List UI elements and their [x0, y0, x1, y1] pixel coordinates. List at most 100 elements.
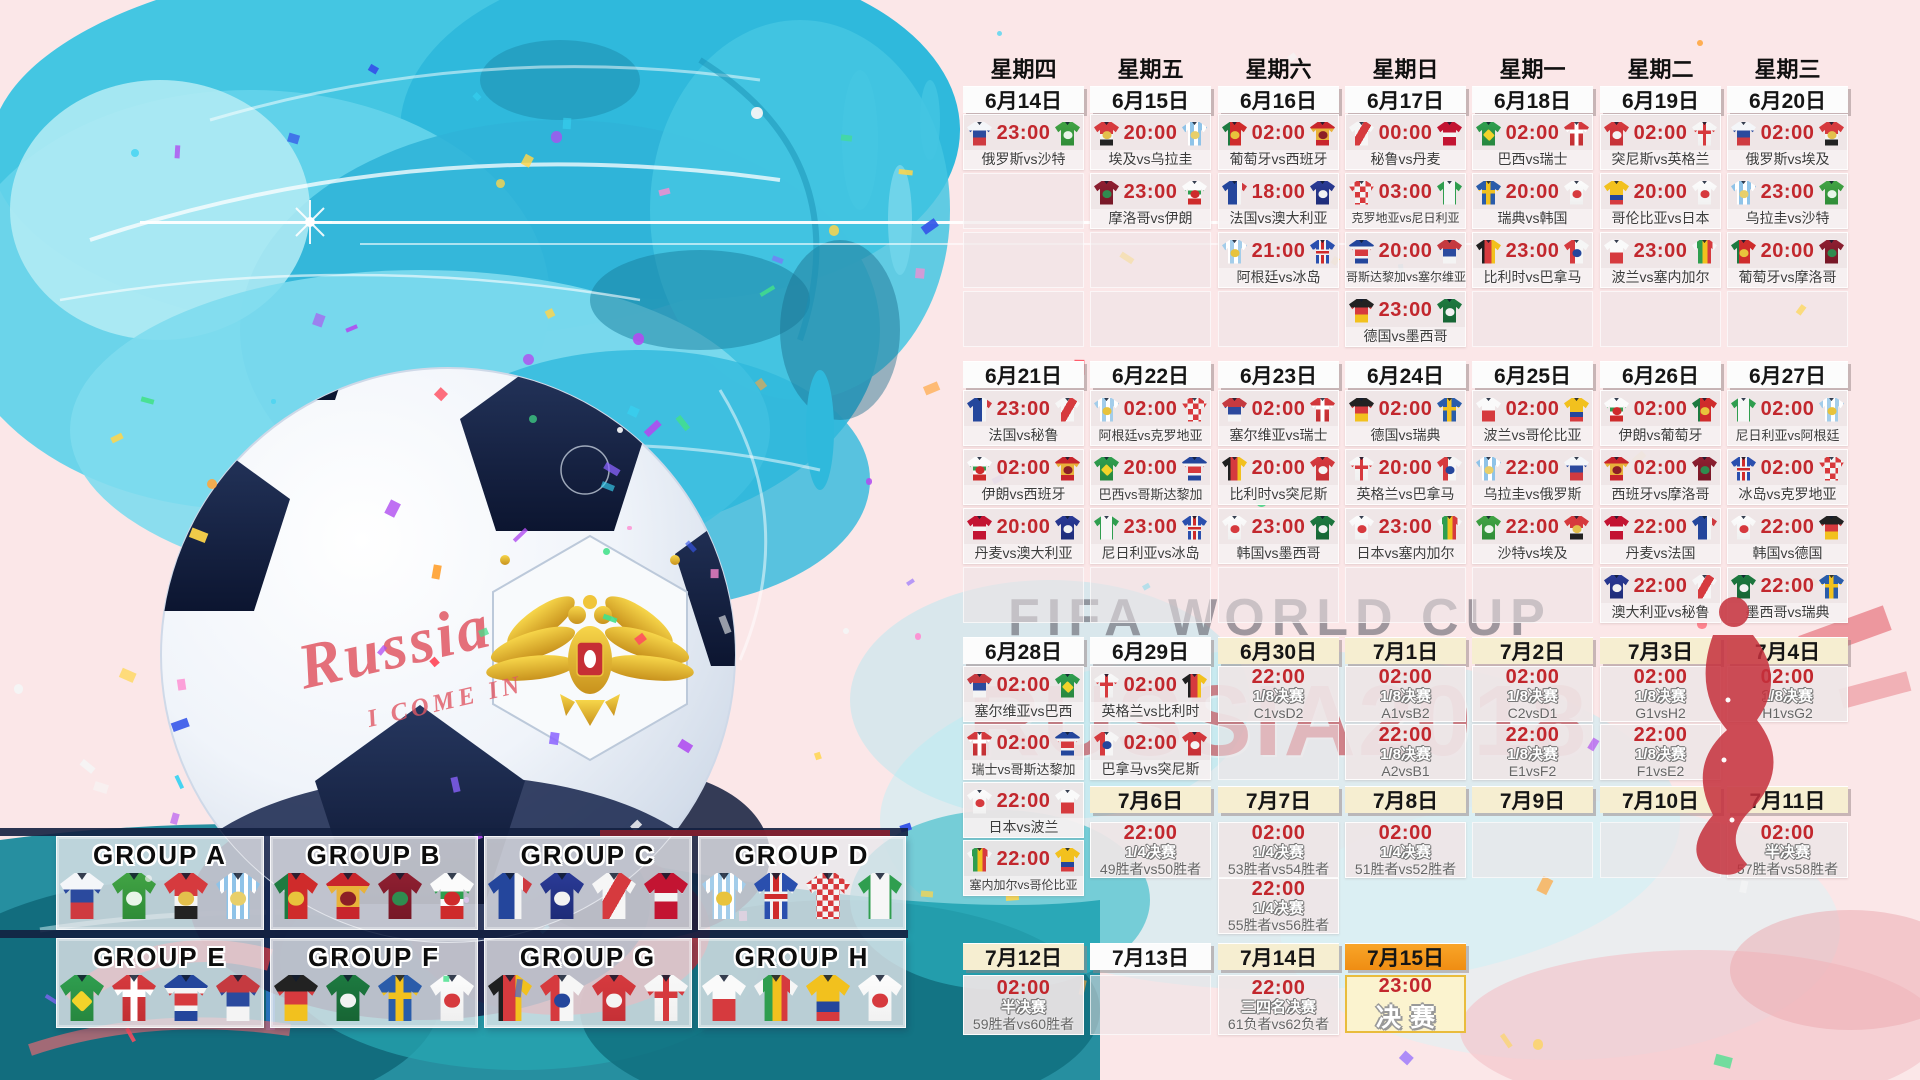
jersey-badge-icon — [340, 891, 356, 907]
jersey-collar-icon — [447, 975, 457, 982]
jersey-badge-icon — [1102, 190, 1111, 198]
knockout-time: 02:00 — [1760, 821, 1815, 844]
jersey-collar-icon — [1231, 397, 1238, 402]
group-strip-decoration — [0, 828, 908, 836]
jersey-badge-icon — [1572, 525, 1581, 533]
match-teams-label: 葡萄牙vs摩洛哥 — [1728, 268, 1847, 287]
jersey-collar-icon — [1613, 397, 1620, 402]
match-time: 02:00 — [1633, 457, 1688, 479]
jersey-collar-icon — [129, 975, 139, 982]
match-teams-label: 比利时vs突尼斯 — [1219, 485, 1338, 504]
knockout-pair-label: G1vsH2 — [1635, 704, 1686, 721]
date-cell: 7月2日 — [1472, 637, 1593, 664]
team-jersey-icon-france — [488, 873, 532, 919]
knockout-pair-label: 51胜者vs52胜者 — [1354, 860, 1457, 877]
jersey-badge-icon — [1190, 190, 1199, 198]
match-cell-top: 22:00 — [1601, 568, 1720, 603]
team-jersey-icon-denmark — [644, 873, 688, 919]
jersey-collar-icon — [1573, 515, 1580, 520]
weekday-label: 星期一 — [1499, 57, 1566, 82]
jersey-collar-icon — [1191, 515, 1198, 520]
match-teams-label: 法国vs秘鲁 — [964, 426, 1083, 445]
knockout-cell: 22:00 1/8决赛 E1vsF2 — [1472, 724, 1593, 780]
jersey-collar-icon — [1103, 121, 1110, 126]
jersey-collar-icon — [1191, 121, 1198, 126]
jersey-badge-icon — [1700, 407, 1709, 415]
empty-cell — [1345, 567, 1466, 623]
team-jersey-icon-belgium — [488, 975, 532, 1021]
knockout-time: 22:00 — [1251, 976, 1306, 999]
group-title: GROUP H — [734, 942, 870, 972]
jersey-badge-icon — [1739, 525, 1748, 533]
match-cell-top: 02:00 — [964, 667, 1083, 702]
jersey-collar-icon — [1191, 673, 1198, 678]
match-cell-top: 02:00 — [1601, 115, 1720, 150]
team-jersey-icon-senegal — [754, 975, 798, 1021]
jersey-collar-icon — [1358, 239, 1365, 244]
jersey-badge-icon — [1484, 466, 1493, 474]
match-cell: 02:00 葡萄牙vs西班牙 — [1218, 114, 1339, 170]
match-time: 02:00 — [1251, 122, 1306, 144]
match-time: 23:00 — [1760, 181, 1815, 203]
match-time: 23:00 — [996, 398, 1051, 420]
knockout-stage-label: 1/8决赛 — [1507, 687, 1558, 705]
match-time: 20:00 — [1633, 181, 1688, 203]
jersey-badge-icon — [1827, 407, 1836, 415]
match-teams-label: 沙特vs埃及 — [1473, 544, 1592, 563]
jersey-collar-icon — [1740, 574, 1747, 579]
jersey-badge-icon — [1827, 249, 1836, 257]
weekday-label: 星期三 — [1754, 57, 1821, 82]
jersey-collar-icon — [557, 873, 567, 880]
jersey-badge-icon — [1612, 407, 1621, 415]
jersey-collar-icon — [1358, 515, 1365, 520]
match-time: 20:00 — [1251, 457, 1306, 479]
match-cell-top: 23:00 — [1091, 509, 1210, 544]
match-cell-top: 03:00 — [1346, 174, 1465, 209]
match-teams-label: 墨西哥vs瑞典 — [1728, 603, 1847, 622]
match-teams-label: 巴拿马vs突尼斯 — [1091, 760, 1210, 779]
date-cell: 7月8日 — [1345, 786, 1466, 813]
date-cell: 7月1日 — [1345, 637, 1466, 664]
empty-cell — [1727, 291, 1848, 347]
match-teams-label: 伊朗vs西班牙 — [964, 485, 1083, 504]
match-time: 02:00 — [1633, 122, 1688, 144]
match-cell-top: 00:00 — [1346, 115, 1465, 150]
match-teams-label: 冰岛vs克罗地亚 — [1728, 485, 1847, 504]
jersey-collar-icon — [1740, 239, 1747, 244]
match-time: 02:00 — [1378, 398, 1433, 420]
match-time: 20:00 — [1378, 240, 1433, 262]
knockout-pair-label: 49胜者vs50胜者 — [1099, 860, 1202, 877]
jersey-badge-icon — [975, 466, 984, 474]
match-cell-top: 02:00 — [1728, 115, 1847, 150]
match-teams-label: 葡萄牙vs西班牙 — [1219, 150, 1338, 169]
jersey-collar-icon — [823, 975, 833, 982]
match-teams-label: 西班牙vs摩洛哥 — [1601, 485, 1720, 504]
jersey-badge-icon — [1700, 190, 1709, 198]
match-cell: 02:00 伊朗vs葡萄牙 — [1600, 390, 1721, 446]
jersey-collar-icon — [1103, 515, 1110, 520]
team-jersey-icon-peru — [592, 873, 636, 919]
match-cell-top: 02:00 — [1728, 391, 1847, 426]
jersey-badge-icon — [1827, 131, 1836, 139]
match-cell-top: 20:00 — [964, 509, 1083, 544]
match-time: 23:00 — [996, 122, 1051, 144]
match-time: 18:00 — [1251, 181, 1306, 203]
empty-cell — [963, 567, 1084, 623]
jersey-badge-icon — [1739, 190, 1748, 198]
jersey-collar-icon — [1701, 515, 1708, 520]
match-cell: 23:00 乌拉圭vs沙特 — [1727, 173, 1848, 229]
match-teams-label: 日本vs塞内加尔 — [1346, 544, 1465, 563]
jersey-collar-icon — [823, 873, 833, 880]
jersey-collar-icon — [1064, 397, 1071, 402]
match-cell: 02:00 阿根廷vs克罗地亚 — [1090, 390, 1211, 446]
jersey-collar-icon — [1573, 397, 1580, 402]
team-jersey-icon-korea — [430, 975, 474, 1021]
knockout-cell: 22:00 1/4决赛 55胜者vs56胜者 — [1218, 878, 1339, 934]
group-title: GROUP G — [519, 942, 657, 972]
jersey-badge-icon — [1230, 525, 1239, 533]
jersey-collar-icon — [976, 456, 983, 461]
jersey-collar-icon — [976, 515, 983, 520]
match-time: 03:00 — [1378, 181, 1433, 203]
team-jersey-icon-panama — [540, 975, 584, 1021]
